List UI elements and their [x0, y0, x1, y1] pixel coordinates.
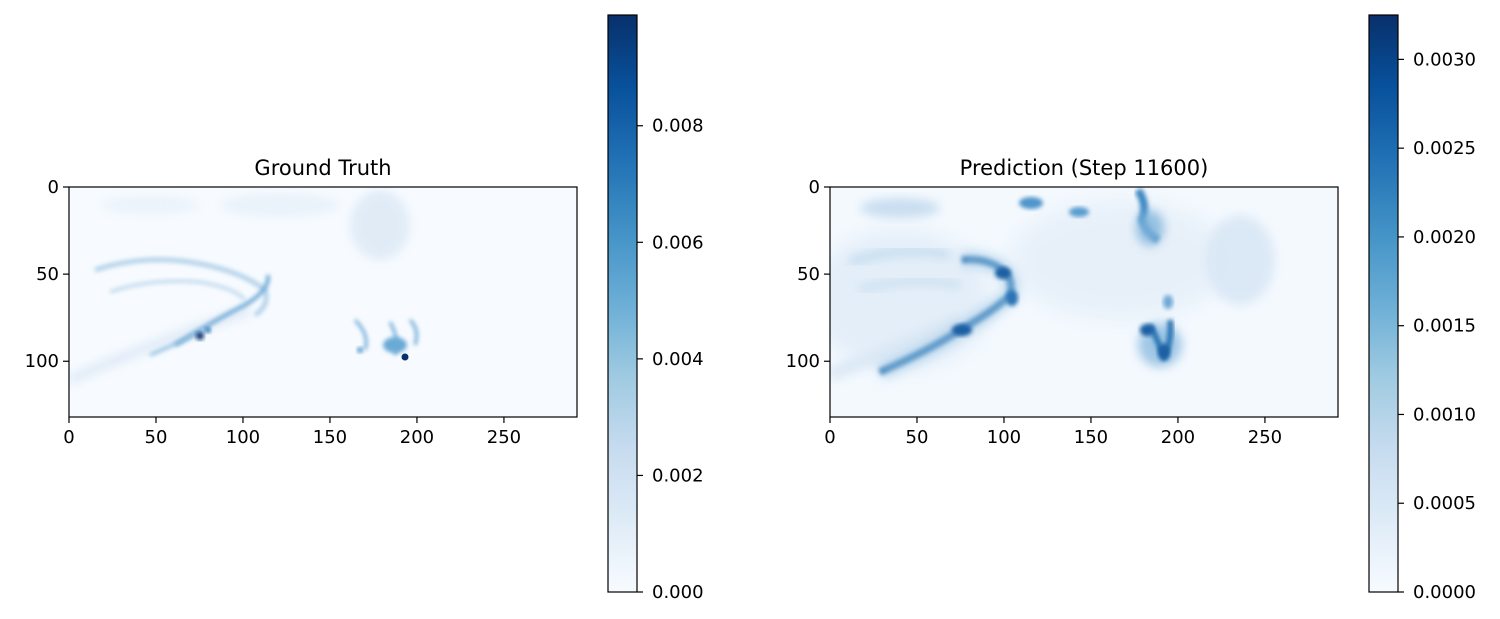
intense-spot	[401, 353, 409, 361]
x-tick-label: 150	[313, 427, 347, 448]
faint-cloud-feature	[220, 193, 340, 217]
swirl-feature	[109, 279, 247, 302]
chart-title: Prediction (Step 11600)	[960, 156, 1209, 180]
y-tick-label: 50	[36, 264, 59, 285]
colorbar-tick-label: 0.0010	[1413, 404, 1476, 425]
x-tick-label: 250	[1248, 427, 1282, 448]
colorbar-frame	[607, 14, 638, 593]
colorbar-gradient	[1369, 15, 1398, 592]
x-tick-label: 250	[487, 427, 521, 448]
colorbar-tick-label: 0.002	[652, 465, 704, 486]
intense-spot	[1006, 290, 1018, 306]
heatmap-panel-prediction: Prediction (Step 11600)	[786, 14, 1476, 603]
swirl-feature	[94, 257, 269, 318]
colorbar-tick-label: 0.008	[652, 116, 704, 137]
colorbar: 0.000 0.002 0.004 0.006 0.008	[607, 14, 704, 603]
x-tick-label: 0	[824, 427, 835, 448]
plume-feature	[350, 190, 410, 260]
front-arc-feature	[173, 274, 271, 347]
heatmap-field	[830, 187, 1275, 382]
x-tick-label: 50	[906, 427, 929, 448]
x-axis: 0 50 100 150 200 250	[824, 417, 1282, 448]
y-axis: 0 50 100	[786, 177, 830, 372]
y-tick-label: 50	[797, 264, 820, 285]
colorbar-frame	[1368, 14, 1399, 593]
y-tick-label: 0	[48, 177, 59, 198]
intense-spot	[1158, 344, 1170, 360]
x-tick-label: 0	[63, 427, 74, 448]
faint-cloud-feature	[100, 195, 200, 215]
intense-spot	[205, 327, 211, 333]
colorbar-tick-label: 0.0030	[1413, 49, 1476, 70]
colorbar-gradient	[608, 15, 637, 592]
plume-feature	[1136, 210, 1164, 246]
colorbar-tick-label: 0.0015	[1413, 316, 1476, 337]
plot-frame	[829, 186, 1339, 418]
y-tick-label: 100	[786, 351, 820, 372]
colorbar-tick-label: 0.006	[652, 232, 704, 253]
cluster-feature	[357, 347, 363, 353]
y-tick-label: 100	[25, 351, 59, 372]
x-axis: 0 50 100 150 200 250	[63, 417, 521, 448]
x-tick-label: 200	[1161, 427, 1195, 448]
x-tick-label: 150	[1074, 427, 1108, 448]
x-tick-label: 50	[145, 427, 168, 448]
intense-spot	[196, 332, 204, 340]
colorbar: 0.0000 0.0005 0.0010 0.0015 0.0020 0.0025 0.00…	[1368, 14, 1476, 603]
swirl-feature	[859, 278, 961, 293]
chart-title: Ground Truth	[254, 156, 391, 180]
colorbar-tick-label: 0.000	[652, 582, 704, 603]
intense-spot	[952, 324, 972, 336]
colorbar-tick-label: 0.004	[652, 349, 704, 370]
y-tick-label: 0	[809, 177, 820, 198]
intense-spot	[1140, 324, 1154, 336]
heatmap-panel-ground-truth: Ground Truth 0 50 100 150 200 250	[25, 14, 704, 603]
haze-feature	[1010, 200, 1230, 320]
cluster-feature	[383, 337, 407, 353]
faint-band-feature	[69, 305, 252, 385]
top-spot-feature	[1019, 197, 1043, 209]
swirl-feature	[849, 248, 951, 265]
front-arc-feature	[149, 328, 206, 357]
colorbar-tick-label: 0.0020	[1413, 227, 1476, 248]
x-tick-label: 100	[987, 427, 1021, 448]
faint-cloud-feature	[860, 198, 940, 218]
faint-band-feature	[830, 313, 963, 382]
cluster-feature	[1163, 295, 1173, 309]
heatmap-field	[69, 190, 419, 385]
top-spot-feature	[1069, 207, 1089, 217]
colorbar-tick-label: 0.0000	[1413, 582, 1476, 603]
intense-spot	[995, 267, 1011, 279]
colorbar-tick-label: 0.0005	[1413, 493, 1476, 514]
plot-frame	[68, 186, 578, 418]
y-axis: 0 50 100	[25, 177, 69, 372]
heatmap-background	[69, 187, 577, 417]
colorbar-tick-label: 0.0025	[1413, 138, 1476, 159]
x-tick-label: 100	[226, 427, 260, 448]
haze-feature	[1205, 215, 1275, 305]
x-tick-label: 200	[400, 427, 434, 448]
